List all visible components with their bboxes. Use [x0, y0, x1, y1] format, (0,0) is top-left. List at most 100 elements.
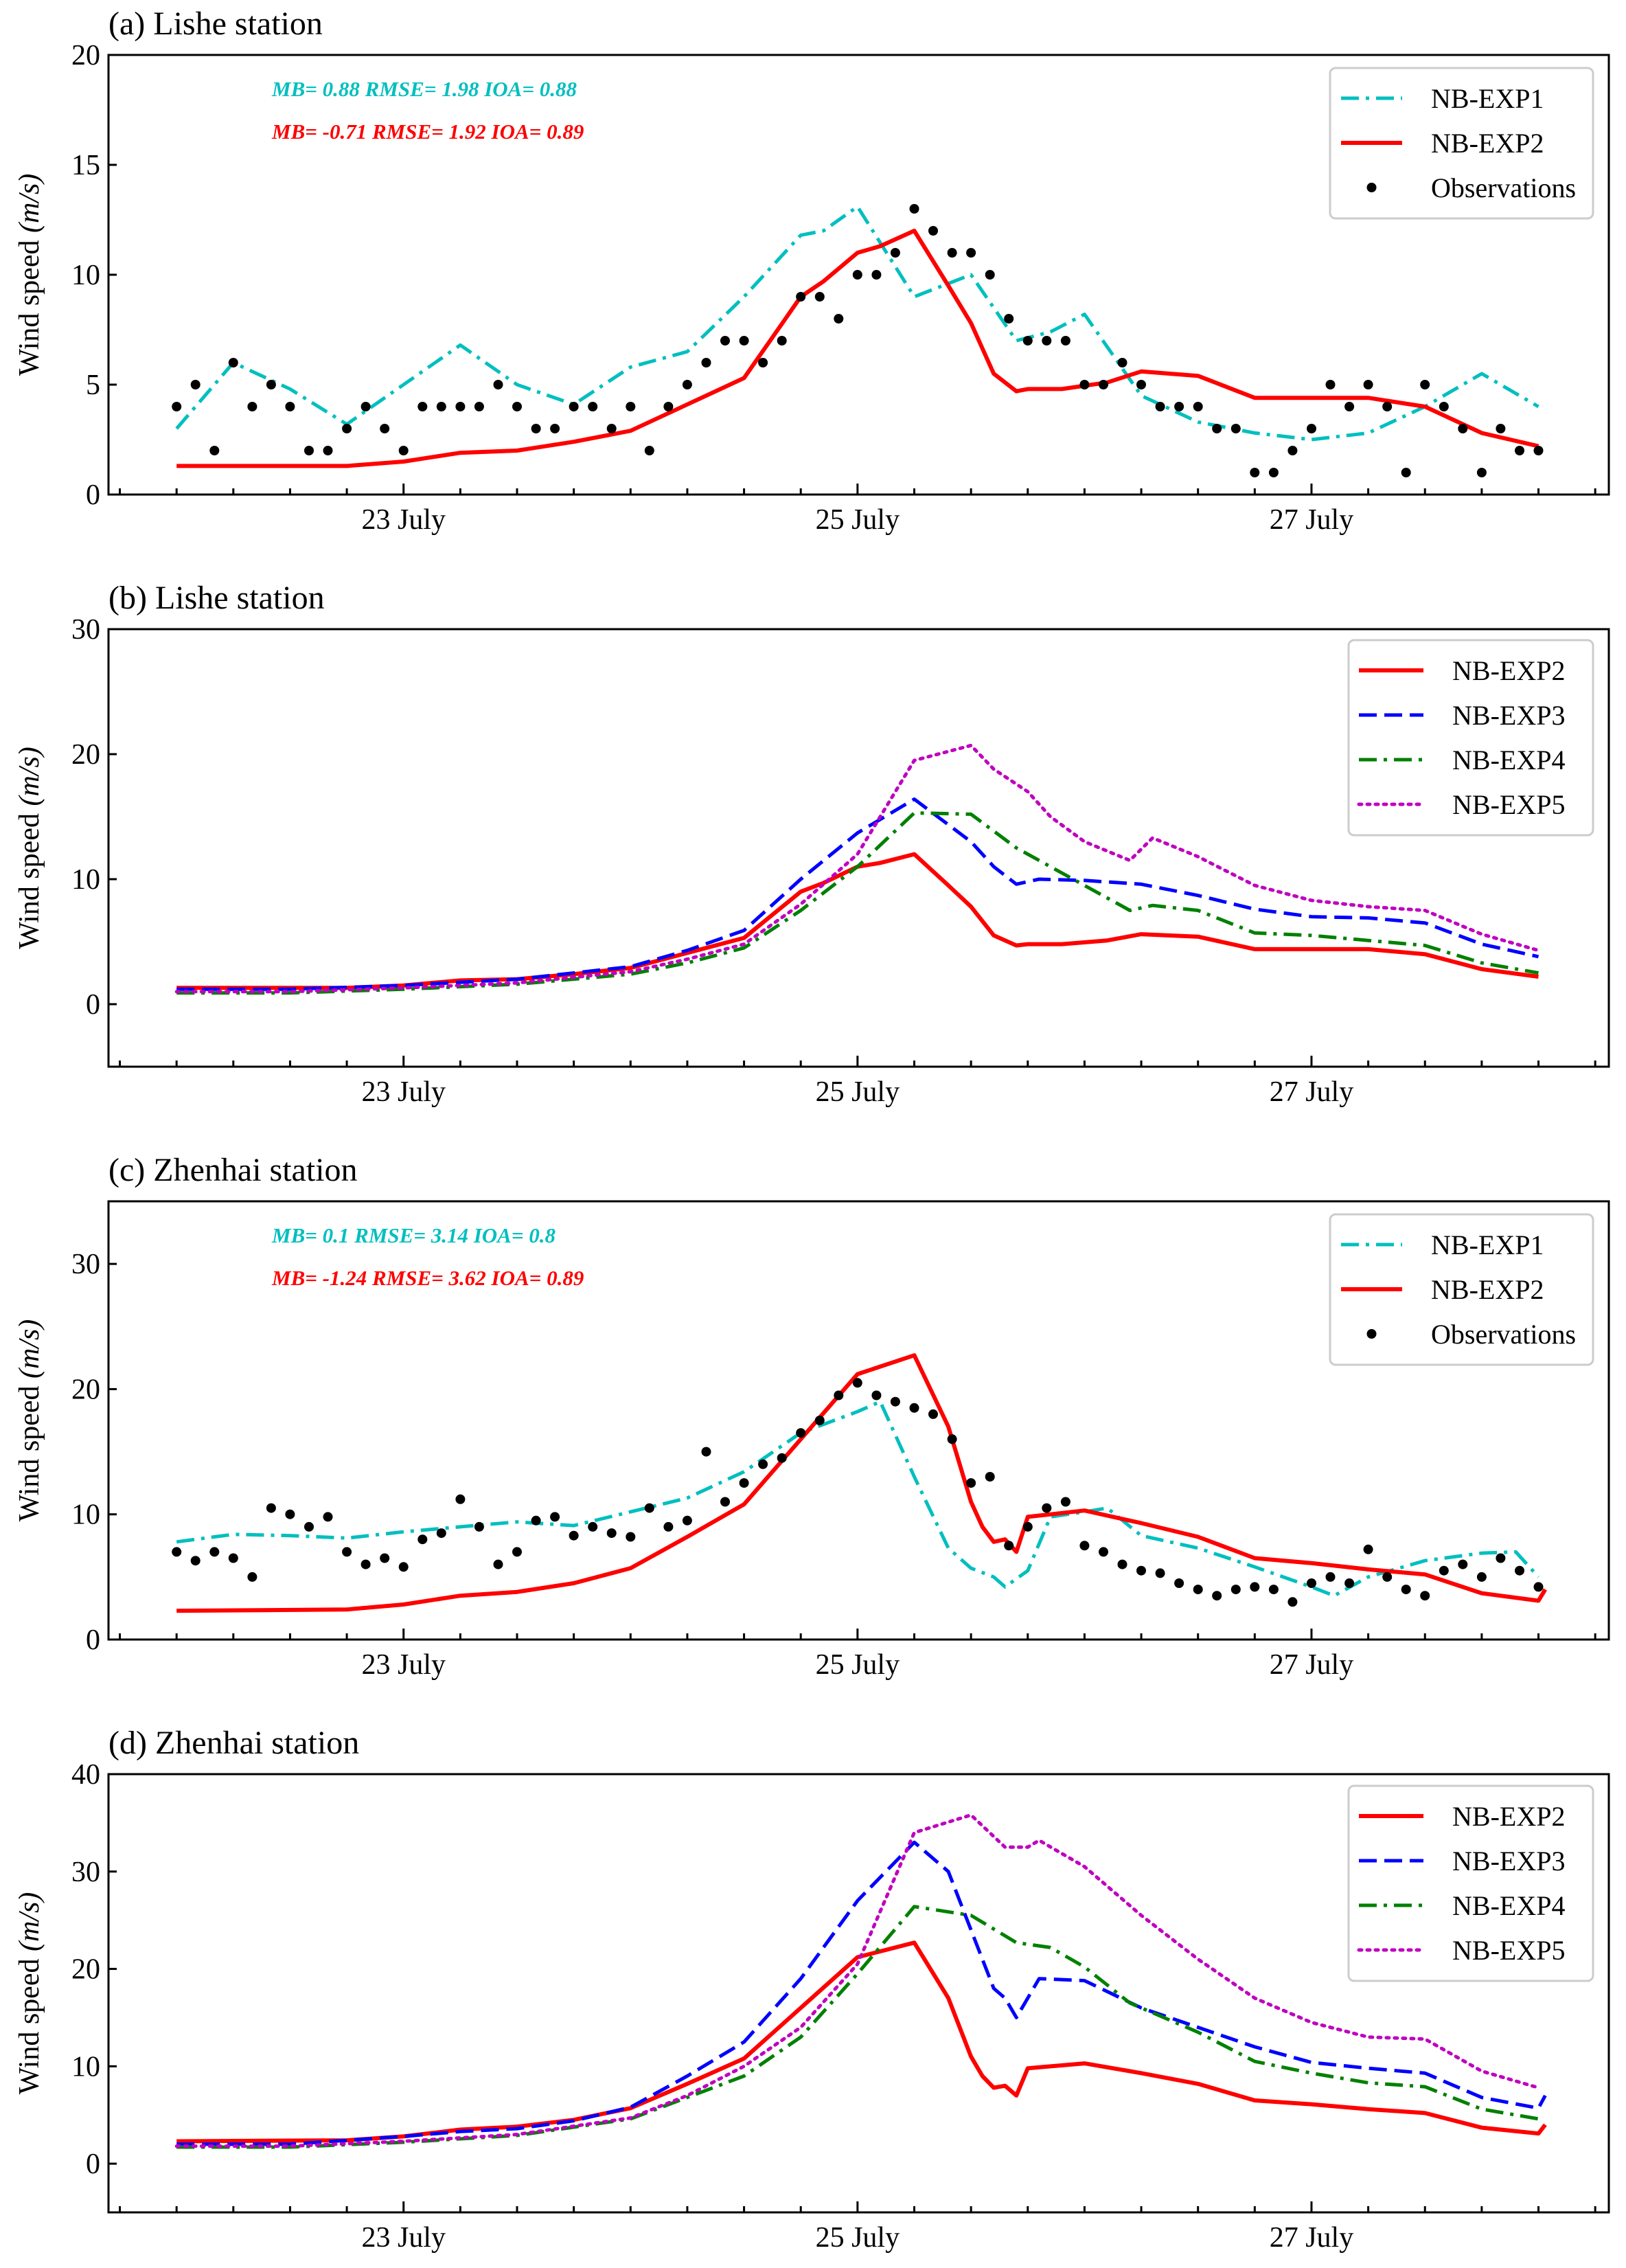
observation-point [360, 1559, 371, 1569]
observation-point [531, 424, 541, 433]
x-tick-label: 25 July [816, 1649, 900, 1681]
panel-title: (b) Lishe station [108, 580, 325, 616]
observation-point [1004, 314, 1014, 324]
legend: NB-EXP1 NB-EXP2 Observations [1329, 67, 1594, 220]
legend: NB-EXP2 NB-EXP3 NB-EXP4 NB-EXP5 [1347, 1784, 1594, 1982]
y-tick-label: 10 [71, 1499, 100, 1531]
legend-label: NB-EXP2 [1431, 128, 1544, 159]
x-tick-label: 23 July [361, 1076, 446, 1108]
observation-point [1325, 1572, 1336, 1582]
legend-label: Observations [1431, 172, 1576, 203]
series-line-nb-exp5 [174, 743, 1540, 994]
observation-point [1042, 336, 1052, 345]
y-tick-label: 30 [71, 1249, 100, 1280]
axes-frame [107, 628, 1610, 1068]
observation-point [1174, 1578, 1184, 1588]
observation-point [1042, 1503, 1052, 1513]
panel-b: (b) Lishe station Wind speed (m/s) 0 10 20 30… [14, 580, 1610, 1108]
observation-point [909, 1403, 919, 1413]
observation-point [1439, 402, 1449, 411]
observation-point [796, 1428, 806, 1438]
observation-point [360, 402, 371, 411]
legend-label: NB-EXP4 [1452, 745, 1565, 775]
axes-frame [107, 1200, 1610, 1641]
observation-point [985, 1472, 995, 1482]
observation-point [626, 1532, 636, 1542]
legend-label: NB-EXP3 [1452, 700, 1565, 731]
observation-point [1476, 1572, 1487, 1582]
observation-point [739, 336, 749, 345]
observation-point [1230, 424, 1241, 433]
observation-point [569, 1530, 579, 1541]
stats-annotation-exp2: MB= -0.71 RMSE= 1.92 IOA= 0.89 [271, 120, 584, 144]
y-tick-label: 20 [71, 1954, 100, 1986]
plot-area [174, 743, 1540, 995]
panel-c: (c) Zhenhai station Wind speed (m/s) 0 10 20… [14, 1152, 1610, 1681]
observation-point [606, 424, 617, 433]
stats-annotation-exp1: MB= 0.1 RMSE= 3.14 IOA= 0.8 [271, 1223, 556, 1247]
series-line-nb-exp1 [175, 205, 1539, 442]
observation-point [436, 402, 446, 411]
y-tick-label: 20 [71, 40, 100, 71]
observation-point [606, 1528, 617, 1539]
observation-point [1382, 402, 1393, 411]
series-line-nb-exp4 [176, 1905, 1539, 2149]
observation-point [588, 402, 598, 411]
y-tick-label: 0 [86, 989, 100, 1021]
observation-point [417, 1534, 428, 1545]
y-tick-label: 30 [71, 1857, 100, 1888]
observation-point [1363, 1544, 1373, 1554]
observation-point [626, 402, 636, 411]
observation-point [531, 1515, 541, 1526]
observation-point [966, 1478, 976, 1488]
legend-label: NB-EXP1 [1431, 1229, 1544, 1260]
axes-frame [107, 1773, 1610, 2214]
observation-point [1099, 1547, 1108, 1557]
legend-box [1329, 67, 1594, 220]
observation-point [323, 446, 333, 455]
observation-point [1420, 1591, 1430, 1601]
y-axis-label: Wind speed (m/s) [14, 747, 45, 949]
observation-point [682, 380, 692, 389]
y-axis-label: Wind speed (m/s) [14, 174, 45, 376]
y-tick-label: 15 [71, 150, 100, 181]
y-tick-label: 0 [86, 1624, 100, 1656]
observation-point [1533, 1582, 1544, 1592]
observation-point [682, 1515, 692, 1526]
observation-point [663, 402, 674, 411]
legend-label: NB-EXP2 [1452, 655, 1565, 686]
observation-point [550, 424, 560, 433]
observation-point [890, 1396, 900, 1407]
observation-point [323, 1512, 333, 1522]
observation-point [1136, 1565, 1146, 1576]
observation-point [1250, 1582, 1260, 1592]
observation-point [1325, 380, 1336, 389]
observation-point [190, 1556, 201, 1566]
observation-point [1307, 1578, 1316, 1588]
series-line-nb-exp1 [176, 1400, 1540, 1598]
y-tick-label: 0 [86, 2148, 100, 2180]
panel-a: (a) Lishe station Wind speed (m/s) 0 5 10 15 2… [14, 5, 1610, 536]
y-axis-label-unit: (m/s) [14, 747, 45, 806]
observation-point [834, 1390, 844, 1401]
observation-point [474, 402, 484, 411]
observation-point [398, 446, 409, 455]
legend: NB-EXP1 NB-EXP2 Observations [1329, 1213, 1594, 1366]
panel-d: (d) Zhenhai station Wind speed (m/s) 0 10 20… [14, 1725, 1610, 2254]
observation-point [1515, 1565, 1524, 1576]
observation-point [720, 1497, 730, 1507]
observation-point [512, 1547, 522, 1557]
observation-point [172, 1547, 182, 1557]
observation-point [1079, 1541, 1090, 1551]
x-tick-label: 25 July [816, 1076, 900, 1108]
series-line-nb-exp2 [176, 229, 1539, 468]
observation-point [890, 248, 900, 258]
observation-point [1344, 1578, 1355, 1588]
observation-point [209, 1547, 220, 1557]
y-axis-label-unit: (m/s) [14, 174, 45, 233]
observation-point [172, 402, 182, 411]
observation-point [928, 1409, 938, 1419]
observation-point [1250, 468, 1260, 477]
legend-box [1347, 1784, 1594, 1982]
y-tick-label: 5 [86, 370, 100, 401]
